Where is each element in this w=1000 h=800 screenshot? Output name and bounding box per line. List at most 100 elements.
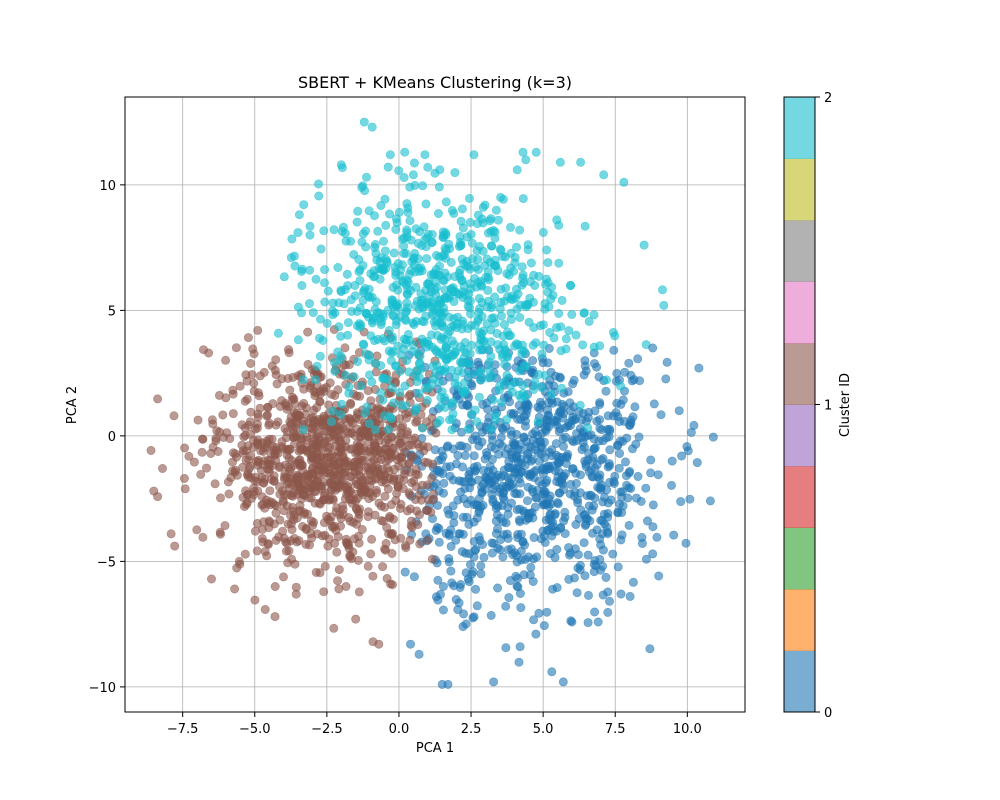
scatter-point-cluster-0 [458,400,468,410]
scatter-point-cluster-0 [518,506,528,516]
scatter-point-cluster-1 [387,548,397,558]
plot-background [125,97,745,712]
scatter-point-cluster-2 [373,226,383,236]
scatter-point-cluster-2 [313,179,323,189]
scatter-point-cluster-2 [381,264,391,274]
scatter-point-cluster-1 [332,547,342,557]
scatter-point-cluster-0 [603,607,613,617]
scatter-point-cluster-2 [499,319,509,329]
scatter-point-cluster-1 [304,540,314,550]
scatter-point-cluster-2 [523,245,533,255]
scatter-point-cluster-1 [324,534,334,544]
scatter-point-cluster-2 [361,172,371,182]
scatter-point-cluster-1 [357,524,367,534]
scatter-point-cluster-1 [210,479,220,489]
scatter-point-cluster-0 [580,571,590,581]
scatter-point-cluster-2 [338,222,348,232]
scatter-point-cluster-2 [434,377,444,387]
scatter-point-cluster-1 [319,587,329,597]
scatter-point-cluster-0 [515,517,525,527]
scatter-point-cluster-2 [505,222,515,232]
scatter-point-cluster-1 [198,434,208,444]
scatter-point-cluster-2 [496,397,506,407]
scatter-point-cluster-0 [432,522,442,532]
scatter-point-cluster-2 [356,381,366,391]
scatter-point-cluster-2 [399,277,409,287]
scatter-point-cluster-0 [595,399,605,409]
scatter-point-cluster-2 [463,301,473,311]
scatter-point-cluster-0 [515,642,525,652]
scatter-point-cluster-1 [370,510,380,520]
scatter-point-cluster-2 [408,340,418,350]
scatter-point-cluster-1 [270,581,280,591]
scatter-point-cluster-0 [603,411,613,421]
scatter-point-cluster-2 [473,316,483,326]
scatter-point-cluster-1 [266,449,276,459]
scatter-point-cluster-2 [359,117,369,127]
scatter-point-cluster-2 [410,406,420,416]
scatter-point-cluster-2 [372,255,382,265]
scatter-point-cluster-2 [352,217,362,227]
scatter-point-cluster-1 [263,459,273,469]
scatter-point-cluster-2 [567,309,577,319]
scatter-point-cluster-2 [482,343,492,353]
scatter-point-cluster-2 [440,393,450,403]
scatter-point-cluster-2 [474,293,484,303]
scatter-point-cluster-2 [341,236,351,246]
scatter-point-cluster-1 [411,482,421,492]
scatter-point-cluster-1 [399,469,409,479]
scatter-point-cluster-2 [314,191,324,201]
scatter-point-cluster-2 [381,220,391,230]
scatter-point-cluster-0 [469,536,479,546]
scatter-point-cluster-2 [457,275,467,285]
scatter-point-cluster-0 [609,478,619,488]
scatter-point-cluster-0 [575,565,585,575]
scatter-point-cluster-0 [613,562,623,572]
scatter-point-cluster-1 [405,389,415,399]
scatter-point-cluster-2 [478,246,488,256]
scatter-point-cluster-0 [506,498,516,508]
scatter-point-cluster-1 [350,462,360,472]
scatter-point-cluster-0 [649,399,659,409]
scatter-point-cluster-2 [357,182,367,192]
scatter-point-cluster-0 [438,605,448,615]
scatter-point-cluster-1 [333,576,343,586]
scatter-point-cluster-2 [467,254,477,264]
scatter-point-cluster-1 [198,532,208,542]
scatter-point-cluster-1 [253,486,263,496]
scatter-point-cluster-0 [615,436,625,446]
scatter-point-cluster-0 [474,441,484,451]
scatter-point-cluster-0 [504,593,514,603]
scatter-point-cluster-2 [433,209,443,219]
scatter-point-cluster-0 [589,434,599,444]
scatter-point-cluster-2 [471,262,481,272]
scatter-point-cluster-0 [516,529,526,539]
scatter-point-cluster-0 [503,533,513,543]
scatter-point-cluster-0 [633,471,643,481]
scatter-point-cluster-0 [523,482,533,492]
x-tick-label: −2.5 [311,722,343,737]
scatter-point-cluster-0 [601,433,611,443]
scatter-point-cluster-2 [539,340,549,350]
scatter-point-cluster-1 [303,446,313,456]
scatter-point-cluster-2 [659,300,669,310]
scatter-point-cluster-0 [503,509,513,519]
scatter-point-cluster-2 [389,248,399,258]
scatter-point-cluster-0 [471,584,481,594]
scatter-point-cluster-1 [253,325,263,335]
scatter-point-cluster-2 [459,353,469,363]
scatter-point-cluster-2 [534,271,544,281]
scatter-point-cluster-2 [389,398,399,408]
scatter-point-cluster-0 [601,386,611,396]
scatter-point-cluster-1 [262,436,272,446]
scatter-point-cluster-2 [318,335,328,345]
scatter-point-cluster-2 [412,365,422,375]
scatter-point-cluster-2 [297,280,307,290]
scatter-point-cluster-0 [641,554,651,564]
scatter-point-cluster-1 [351,413,361,423]
scatter-point-cluster-2 [488,395,498,405]
scatter-point-cluster-2 [411,224,421,234]
scatter-point-cluster-2 [518,380,528,390]
scatter-point-cluster-2 [385,150,395,160]
scatter-point-cluster-0 [497,423,507,433]
